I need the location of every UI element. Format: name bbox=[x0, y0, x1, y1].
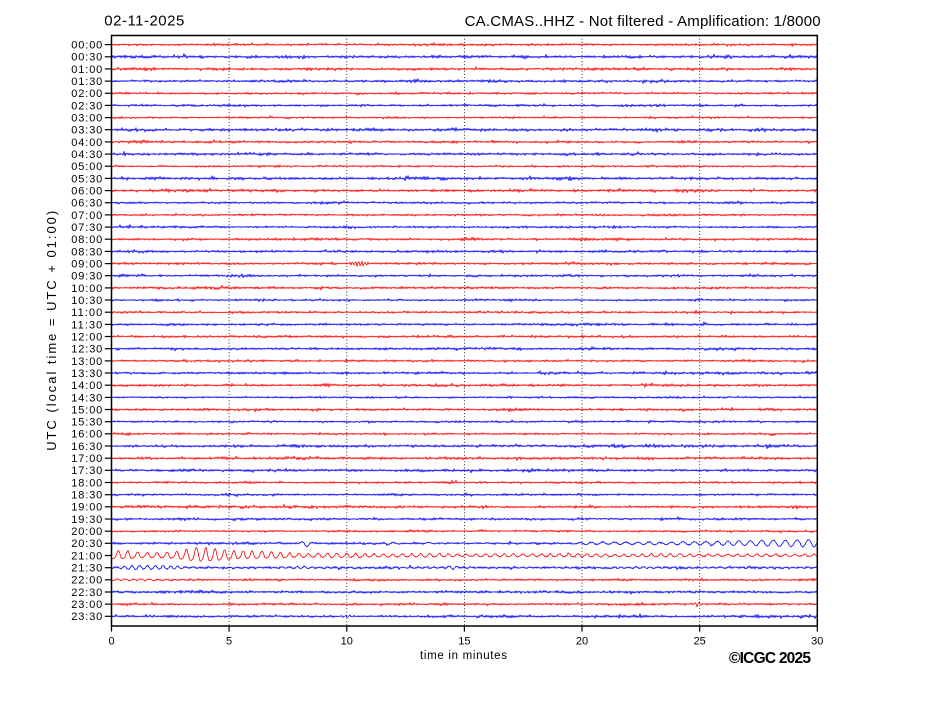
svg-text:05:00: 05:00 bbox=[71, 161, 102, 173]
svg-text:02-11-2025: 02-11-2025 bbox=[104, 12, 184, 29]
svg-text:10: 10 bbox=[341, 635, 353, 647]
svg-text:02:00: 02:00 bbox=[71, 88, 102, 100]
svg-text:21:00: 21:00 bbox=[71, 550, 102, 562]
svg-text:14:00: 14:00 bbox=[71, 380, 102, 392]
svg-text:10:30: 10:30 bbox=[71, 295, 102, 307]
svg-text:03:30: 03:30 bbox=[71, 125, 102, 137]
svg-text:01:00: 01:00 bbox=[71, 64, 102, 76]
svg-text:20: 20 bbox=[576, 635, 588, 647]
svg-text:CA.CMAS..HHZ - Not filtered -: CA.CMAS..HHZ - Not filtered - Amplificat… bbox=[465, 13, 821, 30]
svg-text:25: 25 bbox=[694, 635, 706, 647]
svg-text:time in minutes: time in minutes bbox=[420, 650, 507, 662]
svg-text:23:00: 23:00 bbox=[71, 599, 102, 611]
svg-text:22:00: 22:00 bbox=[71, 575, 102, 587]
svg-text:05:30: 05:30 bbox=[71, 173, 102, 185]
svg-text:17:00: 17:00 bbox=[71, 453, 102, 465]
svg-text:03:00: 03:00 bbox=[71, 113, 102, 125]
svg-text:5: 5 bbox=[226, 635, 232, 647]
svg-text:19:00: 19:00 bbox=[71, 502, 102, 514]
svg-text:11:00: 11:00 bbox=[71, 307, 102, 319]
svg-text:17:30: 17:30 bbox=[71, 465, 102, 477]
svg-text:04:30: 04:30 bbox=[71, 149, 102, 161]
svg-text:00:30: 00:30 bbox=[71, 52, 102, 64]
svg-text:06:30: 06:30 bbox=[71, 198, 102, 210]
svg-text:20:00: 20:00 bbox=[71, 526, 102, 538]
svg-text:20:30: 20:30 bbox=[71, 538, 102, 550]
svg-text:UTC (local time = UTC + 01:00): UTC (local time = UTC + 01:00) bbox=[44, 211, 59, 451]
svg-text:08:00: 08:00 bbox=[71, 234, 102, 246]
svg-text:11:30: 11:30 bbox=[71, 319, 102, 331]
svg-text:16:30: 16:30 bbox=[71, 441, 102, 453]
svg-text:00:00: 00:00 bbox=[71, 40, 102, 52]
svg-text:15:00: 15:00 bbox=[71, 404, 102, 416]
svg-text:09:30: 09:30 bbox=[71, 271, 102, 283]
svg-text:13:30: 13:30 bbox=[71, 368, 102, 380]
svg-text:14:30: 14:30 bbox=[71, 392, 102, 404]
svg-text:19:30: 19:30 bbox=[71, 514, 102, 526]
svg-text:12:00: 12:00 bbox=[71, 331, 102, 343]
svg-text:30: 30 bbox=[811, 635, 823, 647]
svg-text:07:30: 07:30 bbox=[71, 222, 102, 234]
svg-text:10:00: 10:00 bbox=[71, 283, 102, 295]
svg-text:0: 0 bbox=[108, 635, 114, 647]
svg-text:07:00: 07:00 bbox=[71, 210, 102, 222]
svg-text:©ICGC 2025: ©ICGC 2025 bbox=[729, 650, 811, 667]
svg-text:21:30: 21:30 bbox=[71, 563, 102, 575]
svg-text:18:00: 18:00 bbox=[71, 477, 102, 489]
svg-text:22:30: 22:30 bbox=[71, 587, 102, 599]
svg-text:15:30: 15:30 bbox=[71, 417, 102, 429]
svg-text:15: 15 bbox=[458, 635, 470, 647]
svg-text:08:30: 08:30 bbox=[71, 246, 102, 258]
svg-text:04:00: 04:00 bbox=[71, 137, 102, 149]
svg-text:06:00: 06:00 bbox=[71, 186, 102, 198]
svg-text:09:00: 09:00 bbox=[71, 259, 102, 271]
svg-text:16:00: 16:00 bbox=[71, 429, 102, 441]
svg-text:01:30: 01:30 bbox=[71, 76, 102, 88]
svg-text:12:30: 12:30 bbox=[71, 344, 102, 356]
svg-text:13:00: 13:00 bbox=[71, 356, 102, 368]
svg-text:23:30: 23:30 bbox=[71, 611, 102, 623]
svg-text:02:30: 02:30 bbox=[71, 100, 102, 112]
svg-text:18:30: 18:30 bbox=[71, 490, 102, 502]
